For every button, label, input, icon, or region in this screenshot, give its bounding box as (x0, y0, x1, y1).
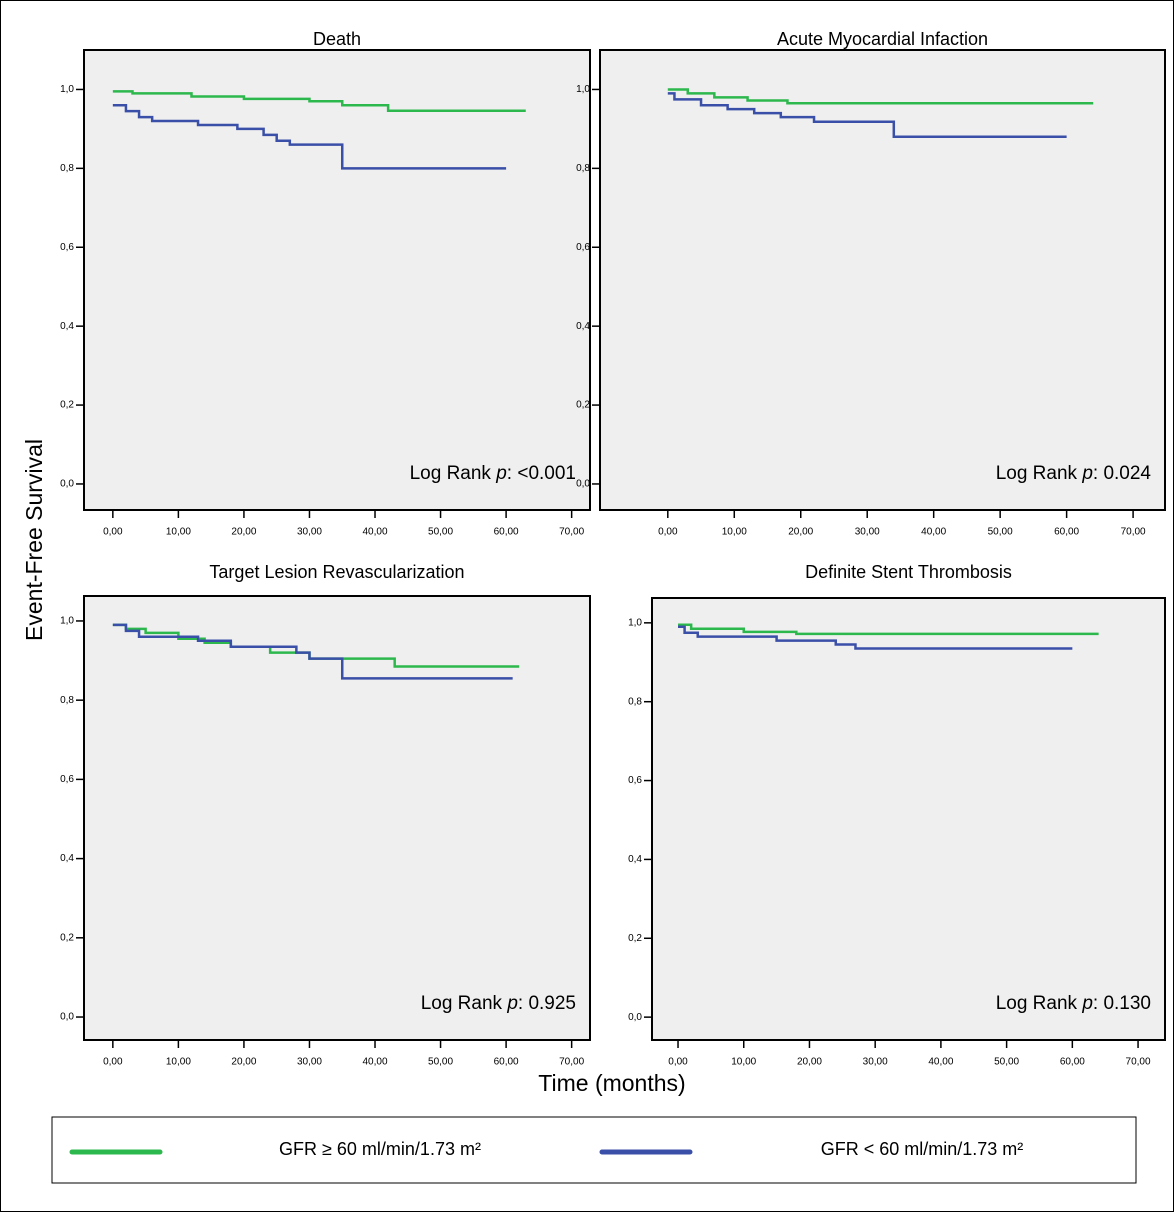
y-tick-label: 0,8 (628, 696, 642, 707)
chart-title: Target Lesion Revascularization (209, 562, 464, 582)
y-tick-label: 0,0 (60, 479, 74, 490)
x-tick-label: 40,00 (362, 527, 387, 538)
y-tick-label: 0,8 (576, 163, 590, 174)
annotation: Log Rank p: 0.925 (421, 993, 576, 1014)
y-axis-label: Event-Free Survival (21, 439, 47, 641)
annotation: Log Rank p: 0.130 (996, 993, 1151, 1014)
annotation: Log Rank p: <0.001 (410, 463, 576, 484)
chart-title: Acute Myocardial Infaction (777, 29, 988, 49)
x-tick-label: 0,00 (103, 527, 123, 538)
annotation: Log Rank p: 0.024 (996, 463, 1152, 484)
survival-curve (112, 90, 526, 113)
y-tick-label: 0,4 (60, 321, 74, 332)
y-tick-label: 0,4 (576, 321, 590, 332)
y-tick-label: 0,0 (628, 1012, 642, 1023)
y-tick-label: 1,0 (60, 616, 74, 627)
x-axis-label: Time (months) (538, 1070, 685, 1096)
x-tick-label: 0,00 (658, 527, 678, 538)
x-tick-label: 20,00 (231, 527, 256, 538)
x-tick-label: 20,00 (231, 1057, 256, 1068)
y-tick-label: 1,0 (576, 84, 590, 95)
x-tick-label: 30,00 (855, 527, 880, 538)
x-tick-label: 10,00 (166, 1057, 191, 1068)
survival-curve (112, 623, 513, 680)
annotation-part: p (506, 993, 518, 1014)
x-tick-label: 10,00 (731, 1057, 756, 1068)
annotation-part: : 0.925 (518, 993, 576, 1014)
y-tick-label: 0,6 (60, 774, 74, 785)
y-tick-label: 0,6 (576, 242, 590, 253)
x-tick-label: 40,00 (928, 1057, 953, 1068)
plot-area (651, 597, 1166, 1041)
x-tick-label: 30,00 (297, 1057, 322, 1068)
x-tick-label: 60,00 (1054, 527, 1079, 538)
annotation-part: : 0.130 (1093, 993, 1151, 1014)
x-tick-label: 70,00 (1121, 527, 1146, 538)
annotation-part: p (1081, 993, 1093, 1014)
survival-curve (678, 623, 1099, 636)
y-tick-label: 0,2 (576, 400, 590, 411)
annotation-part: : <0.001 (507, 463, 576, 484)
x-tick-label: 50,00 (428, 1057, 453, 1068)
annotation-part: Log Rank (996, 993, 1083, 1014)
y-tick-label: 0,2 (628, 933, 642, 944)
x-tick-label: 30,00 (863, 1057, 888, 1068)
survival-curve (112, 103, 507, 170)
annotation-part: p (1081, 463, 1093, 484)
annotation-part: Log Rank (410, 463, 497, 484)
x-tick-label: 30,00 (297, 527, 322, 538)
x-tick-label: 70,00 (1126, 1057, 1151, 1068)
x-tick-label: 50,00 (994, 1057, 1019, 1068)
legend-label: GFR < 60 ml/min/1.73 m² (821, 1139, 1024, 1159)
plot-area (599, 49, 1166, 511)
x-tick-label: 0,00 (103, 1057, 123, 1068)
y-tick-label: 0,2 (60, 400, 74, 411)
y-tick-label: 0,8 (60, 163, 74, 174)
x-tick-label: 60,00 (494, 1057, 519, 1068)
annotation-part: p (495, 463, 507, 484)
annotation-part: Log Rank (421, 993, 508, 1014)
x-tick-label: 60,00 (494, 527, 519, 538)
x-tick-label: 10,00 (722, 527, 747, 538)
y-tick-label: 0,4 (60, 853, 74, 864)
chart-title: Definite Stent Thrombosis (805, 562, 1012, 582)
y-tick-label: 0,6 (60, 242, 74, 253)
annotation-part: : 0.024 (1093, 463, 1152, 484)
y-tick-label: 0,4 (628, 854, 642, 865)
y-tick-label: 0,2 (60, 932, 74, 943)
plot-area (83, 595, 591, 1041)
y-tick-label: 0,6 (628, 775, 642, 786)
y-tick-label: 0,0 (60, 1012, 74, 1023)
survival-curve (667, 88, 1094, 105)
chart-title: Death (313, 29, 361, 49)
x-tick-label: 10,00 (166, 527, 191, 538)
x-tick-label: 50,00 (428, 527, 453, 538)
x-tick-label: 20,00 (797, 1057, 822, 1068)
x-tick-label: 70,00 (559, 1057, 584, 1068)
x-tick-label: 20,00 (788, 527, 813, 538)
x-tick-label: 40,00 (362, 1057, 387, 1068)
x-tick-label: 60,00 (1060, 1057, 1085, 1068)
legend-label: GFR ≥ 60 ml/min/1.73 m² (279, 1139, 481, 1159)
y-tick-label: 1,0 (60, 84, 74, 95)
y-tick-label: 1,0 (628, 617, 642, 628)
x-tick-label: 70,00 (559, 527, 584, 538)
annotation-part: Log Rank (996, 463, 1083, 484)
plot-area (83, 49, 591, 511)
x-tick-label: 0,00 (668, 1057, 688, 1068)
legend-box (51, 1116, 1137, 1184)
survival-curve (678, 625, 1073, 650)
survival-curve (667, 92, 1067, 139)
y-tick-label: 0,8 (60, 695, 74, 706)
x-tick-label: 40,00 (921, 527, 946, 538)
x-tick-label: 50,00 (988, 527, 1013, 538)
y-tick-label: 0,0 (576, 479, 590, 490)
